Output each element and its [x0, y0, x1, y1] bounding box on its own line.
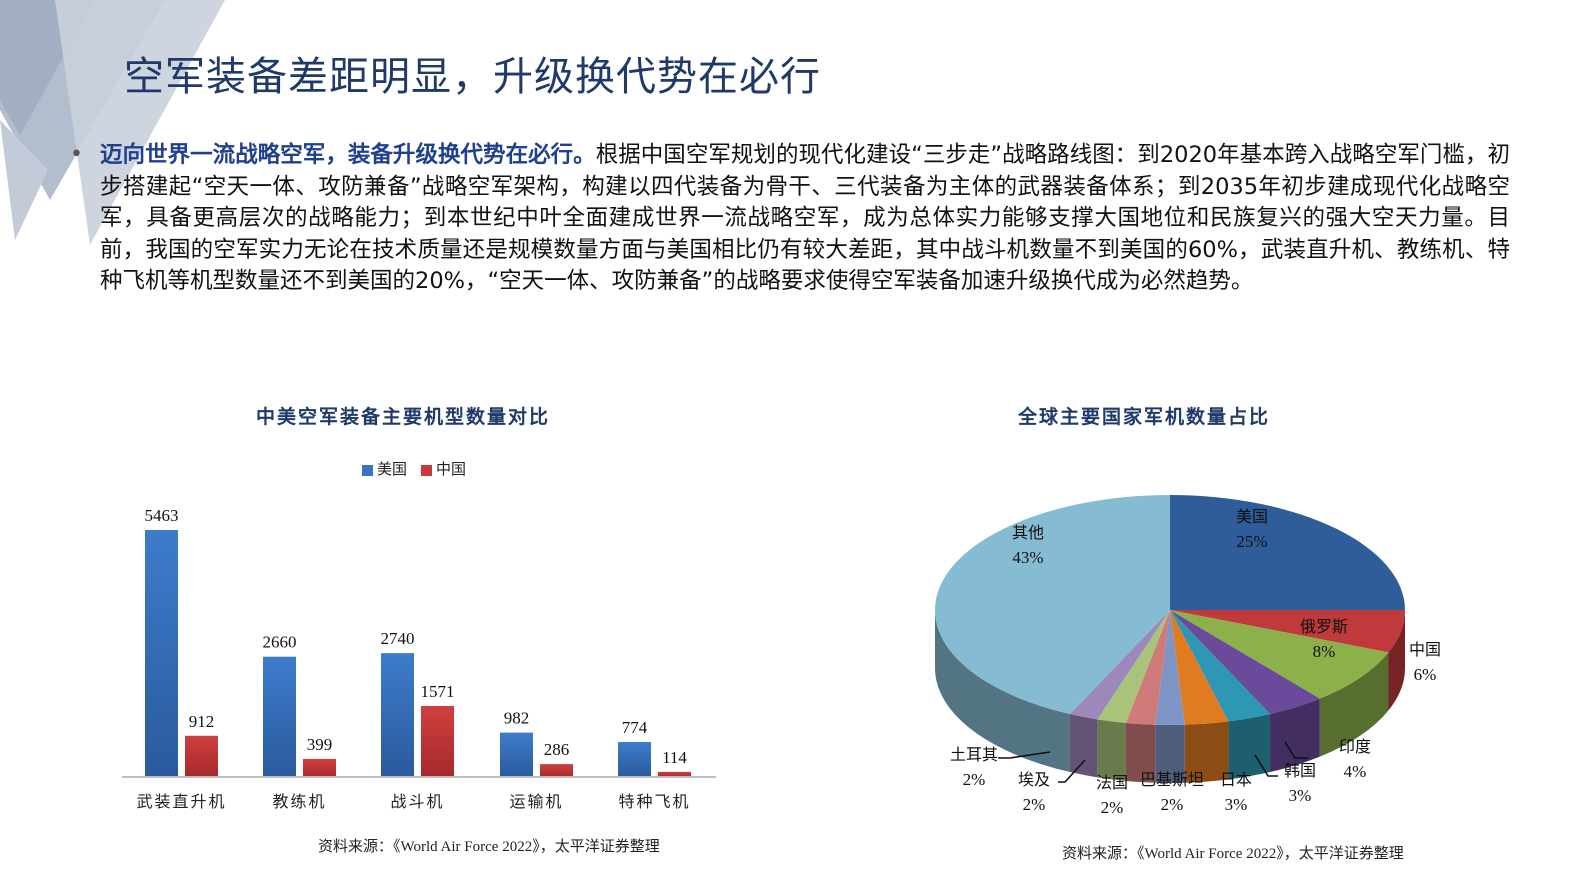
bar-usa [381, 653, 414, 777]
bullet-paragraph: • 迈向世界一流战略空军，装备升级换代势在必行。根据中国空军规划的现代化建设“三… [70, 140, 1510, 298]
bar-chart-legend: 美国 中国 [362, 458, 466, 479]
pie-label-name: 其他 [1012, 523, 1044, 542]
legend-item-usa: 美国 [362, 458, 407, 479]
pie-side-印度 [1270, 698, 1320, 773]
pie-label-name: 美国 [1236, 507, 1268, 526]
page-title: 空军装备差距明显，升级换代势在必行 [124, 54, 821, 100]
bar-usa [263, 656, 296, 777]
leader-line [1284, 741, 1308, 759]
pie-label-name: 土耳其 [950, 745, 998, 764]
pie-chart-title: 全球主要国家军机数量占比 [1018, 406, 1271, 428]
legend-item-china: 中国 [421, 458, 466, 479]
bar-chart-source: 资料来源：《World Air Force 2022》，太平洋证券整理 [318, 839, 660, 855]
category-label: 战斗机 [390, 792, 444, 811]
bar-usa [145, 530, 178, 777]
pie-label-value: 4% [1344, 762, 1367, 781]
bar-value-label: 2660 [263, 633, 297, 652]
pie-slice-法国 [1125, 610, 1170, 725]
pie-chart-source: 资料来源：《World Air Force 2022》，太平洋证券整理 [1062, 846, 1404, 862]
bar-china [185, 735, 218, 777]
bar-value-label: 2740 [381, 629, 415, 648]
pie-label-value: 43% [1012, 548, 1043, 567]
pie-label-value: 6% [1414, 665, 1437, 684]
bar-value-label: 399 [307, 735, 333, 754]
bar-value-label: 114 [662, 748, 687, 767]
pie-slice-土耳其 [1069, 610, 1170, 720]
pie-label-value: 3% [1225, 795, 1248, 814]
pie-side-俄罗斯 [1319, 652, 1389, 757]
bar-usa [500, 732, 533, 777]
bar-chart: 5463 912 武装直升机 2660 399 教练机 2740 1571 战斗机 982 286 运… [122, 506, 716, 811]
category-label: 运输机 [509, 792, 563, 811]
pie-chart: 美国 25% 中国 6% 俄罗斯 8% 印度 4% 韩国 3% 日本 3% 巴基斯坦 2% 法国 2% 埃及 2%… [934, 495, 1441, 817]
category-label: 特种飞机 [618, 792, 690, 811]
category-label: 武装直升机 [136, 792, 226, 811]
bar-china [658, 771, 691, 777]
pie-label-name: 法国 [1096, 773, 1128, 792]
category-label: 教练机 [272, 792, 326, 811]
pie-label-value: 2% [1101, 798, 1124, 817]
bar-china [303, 758, 336, 777]
bar-value-label: 286 [544, 740, 570, 759]
paragraph-body: 根据中国空军规划的现代化建设“三步走”战略路线图：到2020年基本跨入战略空军门… [100, 142, 1510, 294]
leader-line [1058, 759, 1086, 783]
bar-value-label: 774 [622, 718, 648, 737]
bar-chart-title: 中美空军装备主要机型数量对比 [256, 406, 551, 428]
paragraph-lead: 迈向世界一流战略空军，装备升级换代势在必行。 [100, 142, 596, 168]
pie-side-日本 [1184, 721, 1229, 783]
pie-side-法国 [1125, 722, 1156, 783]
pie-side-中国 [1388, 610, 1405, 711]
pie-slice-巴基斯坦 [1155, 610, 1185, 725]
legend-swatch-china [421, 464, 433, 476]
pie-label-name: 韩国 [1284, 761, 1316, 780]
bar-value-label: 1571 [421, 682, 455, 701]
pie-label-name: 俄罗斯 [1300, 617, 1348, 636]
pie-label-value: 8% [1313, 642, 1336, 661]
leader-line [998, 751, 1051, 759]
pie-label-name: 埃及 [1018, 770, 1050, 789]
pie-side-土耳其 [1069, 714, 1098, 778]
bar-value-label: 5463 [145, 506, 179, 525]
leader-line [1254, 754, 1278, 777]
pie-label-name: 中国 [1409, 640, 1441, 659]
decorative-triangles [0, 0, 225, 245]
pie-label-value: 25% [1236, 532, 1267, 551]
pie-side-埃及 [1097, 719, 1126, 781]
bar-value-label: 912 [189, 712, 215, 731]
pie-slice-其他 [934, 495, 1170, 715]
pie-side-巴基斯坦 [1155, 724, 1185, 783]
pie-slice-中国 [1170, 610, 1405, 653]
pie-side-其他 [935, 610, 1070, 773]
bar-china [540, 764, 573, 777]
pie-label-value: 2% [1161, 795, 1184, 814]
bar-china [421, 705, 454, 777]
bullet-icon: • [70, 142, 83, 167]
pie-slice-美国 [1170, 495, 1405, 610]
paragraph-text: 迈向世界一流战略空军，装备升级换代势在必行。根据中国空军规划的现代化建设“三步走… [100, 140, 1510, 298]
pie-label-value: 2% [1023, 795, 1046, 814]
bar-value-label: 982 [504, 709, 530, 728]
pie-label-name: 巴基斯坦 [1140, 770, 1204, 789]
legend-swatch-usa [362, 464, 373, 476]
pie-slice-日本 [1170, 610, 1229, 725]
pie-slice-印度 [1170, 610, 1320, 715]
bar-usa [618, 742, 651, 777]
pie-label-name: 印度 [1339, 737, 1371, 756]
pie-label-value: 2% [963, 770, 986, 789]
pie-label-value: 3% [1289, 786, 1312, 805]
pie-label-name: 日本 [1220, 770, 1252, 789]
pie-slice-韩国 [1170, 610, 1271, 722]
pie-slice-俄罗斯 [1170, 610, 1389, 699]
pie-slice-埃及 [1097, 610, 1170, 723]
